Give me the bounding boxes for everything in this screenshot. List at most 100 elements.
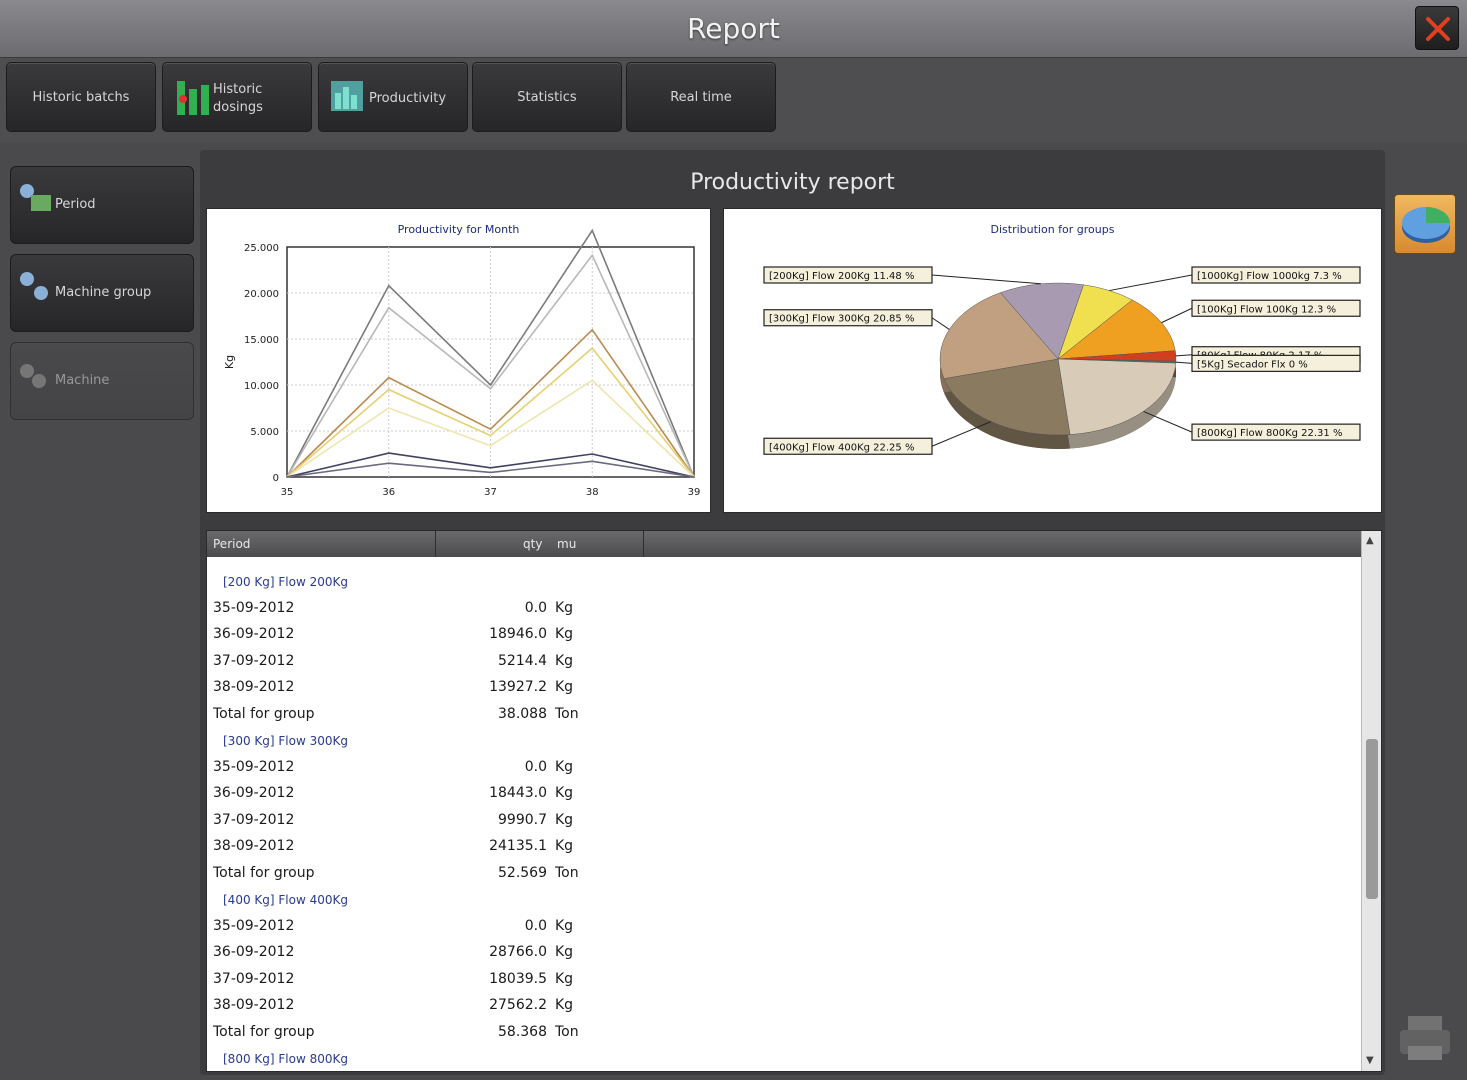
pie-label-leader: [931, 421, 992, 447]
cell-qty: 27562.2: [489, 997, 547, 1013]
group-total-row[interactable]: Total for group 38.088 Ton: [207, 702, 1357, 728]
tab-historic-batchs[interactable]: Historic batchs: [6, 62, 156, 132]
cell-qty: 52.569: [498, 864, 547, 881]
table-row[interactable]: 38-09-2012 24135.1 Kg: [207, 834, 1357, 860]
dosing-icon: [177, 81, 209, 115]
report-title: Productivity report: [690, 170, 895, 195]
table-row[interactable]: 36-09-2012 18443.0 Kg: [207, 781, 1357, 807]
pie-label-box: [763, 437, 933, 455]
x-tick-label: 39: [688, 487, 701, 498]
pie-slice-label: [200Kg] Flow 200Kg 11.48 %: [769, 271, 914, 282]
cell-period: Total for group: [213, 864, 315, 881]
cell-unit: Ton: [555, 705, 579, 722]
column-header-mu[interactable]: mu: [557, 537, 577, 551]
group-header-row[interactable]: [300 Kg] Flow 300Kg: [207, 728, 1357, 754]
report-content: Productivity report Productivity for Mon…: [200, 150, 1385, 1075]
report-tabbar: Historic batchs Historic dosings Product…: [0, 58, 1467, 142]
close-icon: [1426, 17, 1450, 41]
series-line: [286, 328, 695, 478]
cell-unit: Kg: [555, 838, 574, 854]
group-total-row[interactable]: Total for group 58.368 Ton: [207, 1020, 1357, 1046]
productivity-table: Period qty mu [200 Kg] Flow 200Kg 35-09-2…: [206, 530, 1382, 1072]
pie-label-box: [1191, 354, 1361, 372]
table-row[interactable]: 38-09-2012 13927.2 Kg: [207, 675, 1357, 701]
right-toolbar: [1388, 150, 1467, 1080]
sidebar-item-period[interactable]: Period: [10, 166, 194, 244]
table-row[interactable]: 38-09-2012 27562.2 Kg: [207, 993, 1357, 1019]
pie-label-box: [763, 266, 933, 284]
filter-sidebar: Period Machine group Machine: [0, 150, 200, 1080]
table-header: Period qty mu: [207, 531, 1363, 557]
cell-period: 38-09-2012: [213, 997, 295, 1013]
y-axis-label: Kg: [223, 355, 236, 369]
pie-slice: [943, 358, 1071, 436]
pie-slice-label: [1000Kg] Flow 1000kg 7.3 %: [1197, 271, 1342, 282]
cell-qty: 5214.4: [498, 652, 547, 669]
cell-unit: Kg: [555, 785, 574, 801]
column-header-period[interactable]: Period: [213, 537, 251, 551]
tab-productivity[interactable]: Productivity: [318, 62, 468, 132]
cell-period: 37-09-2012: [213, 970, 295, 987]
pie-chart: [200Kg] Flow 200Kg 11.48 % [1000Kg] Flow …: [763, 266, 1361, 455]
pie-slice: [1057, 299, 1176, 360]
pie-slice: [1057, 358, 1177, 435]
sidebar-item-machine-group[interactable]: Machine group: [10, 254, 194, 332]
table-row[interactable]: 36-09-2012 18946.0 Kg: [207, 622, 1357, 648]
scroll-up-icon[interactable]: ▲: [1366, 535, 1374, 546]
table-row[interactable]: 37-09-2012 5214.4 Kg: [207, 649, 1357, 675]
tab-real-time[interactable]: Real time: [626, 62, 776, 132]
y-tick-label: 10.000: [244, 381, 279, 392]
cell-unit: Kg: [555, 811, 574, 828]
cell-qty: 18946.0: [489, 626, 547, 642]
table-row[interactable]: 37-09-2012 18039.5 Kg: [207, 967, 1357, 993]
cell-period: [200 Kg] Flow 200Kg: [223, 575, 348, 589]
series-line: [286, 228, 695, 478]
cell-qty: 9990.7: [498, 811, 547, 828]
cell-period: 38-09-2012: [213, 838, 295, 854]
cell-period: Total for group: [213, 705, 315, 722]
scrollbar-thumb[interactable]: [1366, 739, 1378, 899]
close-button[interactable]: [1415, 6, 1459, 50]
x-tick-label: 38: [586, 487, 599, 498]
print-button[interactable]: [1394, 1010, 1456, 1066]
line-chart-title: Productivity for Month: [397, 223, 520, 236]
series-line: [286, 253, 695, 478]
table-row[interactable]: 35-09-2012 0.0 Kg: [207, 596, 1357, 622]
cell-qty: 38.088: [498, 705, 547, 722]
window-title: Report: [687, 12, 780, 45]
sidebar-item-machine[interactable]: Machine: [10, 342, 194, 420]
column-separator: [643, 531, 644, 557]
table-scrollbar[interactable]: ▲ ▼: [1361, 531, 1381, 1071]
cell-period: 37-09-2012: [213, 652, 295, 669]
pie-label-leader: [1109, 274, 1193, 292]
cell-qty: 13927.2: [489, 679, 547, 695]
pie-label-box: [1191, 423, 1361, 441]
pie-label-leader: [1143, 410, 1193, 433]
tab-statistics[interactable]: Statistics: [472, 62, 622, 132]
cell-period: 35-09-2012: [213, 758, 295, 775]
x-tick-label: 36: [382, 487, 395, 498]
pie-label-leader: [1175, 361, 1193, 364]
machine-icon: [20, 364, 46, 388]
scroll-down-icon[interactable]: ▼: [1366, 1055, 1374, 1066]
group-total-row[interactable]: Total for group 52.569 Ton: [207, 861, 1357, 887]
tab-historic-dosings[interactable]: Historic dosings: [162, 62, 312, 132]
group-header-row[interactable]: [200 Kg] Flow 200Kg: [207, 569, 1357, 595]
table-row[interactable]: 35-09-2012 0.0 Kg: [207, 914, 1357, 940]
pie-chart-button[interactable]: [1394, 194, 1456, 254]
table-row[interactable]: 37-09-2012 9990.7 Kg: [207, 808, 1357, 834]
cell-period: 35-09-2012: [213, 599, 295, 616]
column-header-qty[interactable]: qty: [523, 537, 543, 551]
cell-qty: 58.368: [498, 1023, 547, 1040]
cell-unit: Kg: [555, 652, 574, 669]
group-header-row[interactable]: [400 Kg] Flow 400Kg: [207, 887, 1357, 913]
group-header-row[interactable]: [800 Kg] Flow 800Kg: [207, 1046, 1357, 1071]
pie-label-leader: [931, 317, 950, 330]
table-row[interactable]: 35-09-2012 0.0 Kg: [207, 755, 1357, 781]
cell-qty: 18443.0: [489, 785, 547, 801]
printer-icon: [1400, 1016, 1450, 1060]
table-row[interactable]: 36-09-2012 28766.0 Kg: [207, 940, 1357, 966]
pie-label-box: [1191, 299, 1361, 317]
y-tick-label: 20.000: [244, 289, 279, 300]
line-chart-panel: Productivity for Month 0 5.000 10.000 15.00…: [206, 208, 711, 513]
